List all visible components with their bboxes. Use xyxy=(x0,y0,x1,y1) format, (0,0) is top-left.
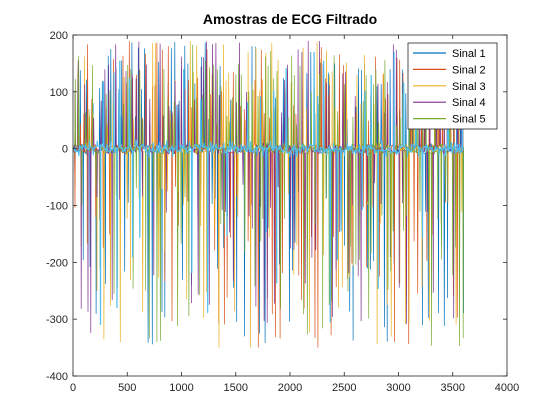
legend-label: Sinal 5 xyxy=(452,114,486,126)
x-tick-label: 3000 xyxy=(386,382,410,394)
x-tick-label: 1500 xyxy=(224,382,248,394)
y-tick-label: -200 xyxy=(46,257,68,269)
y-tick-label: 100 xyxy=(50,87,68,99)
y-tick-label: 0 xyxy=(62,144,68,156)
x-tick-label: 500 xyxy=(118,382,136,394)
legend: Sinal 1 Sinal 2 Sinal 3 Sinal 4 Sinal 5 xyxy=(407,42,498,130)
x-tick-label: 2500 xyxy=(332,382,356,394)
y-tick-label: -100 xyxy=(46,201,68,213)
x-tick-label: 2000 xyxy=(278,382,302,394)
x-tick-label: 1000 xyxy=(169,382,193,394)
x-tick-label: 4000 xyxy=(495,382,519,394)
legend-label: Sinal 3 xyxy=(452,81,486,93)
chart-title: Amostras de ECG Filtrado xyxy=(203,11,377,27)
series-line-3 xyxy=(72,41,464,348)
legend-label: Sinal 4 xyxy=(452,97,486,109)
y-tick-label: -400 xyxy=(46,371,68,383)
ticks-layer: 0 500 1000 1500 2000 2500 3000 3500 4000-400-300… xyxy=(46,30,519,394)
legend-label: Sinal 2 xyxy=(452,64,486,76)
x-tick-label: 0 xyxy=(70,382,76,394)
x-tick-label: 3500 xyxy=(441,382,465,394)
series-line-6 xyxy=(72,46,464,325)
y-tick-label: -300 xyxy=(46,314,68,326)
series-line-4 xyxy=(72,40,464,334)
y-tick-label: 200 xyxy=(50,30,68,42)
series-layer xyxy=(72,40,464,348)
legend-label: Sinal 1 xyxy=(452,48,486,60)
